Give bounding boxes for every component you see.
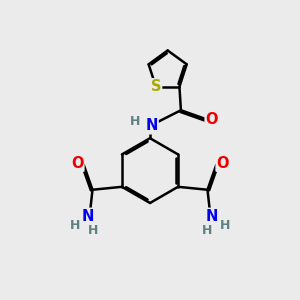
- Text: O: O: [217, 156, 229, 171]
- Text: N: N: [82, 209, 94, 224]
- Text: N: N: [145, 118, 158, 134]
- Text: O: O: [206, 112, 218, 127]
- Text: H: H: [202, 224, 212, 238]
- Text: H: H: [70, 219, 81, 232]
- Text: N: N: [206, 209, 218, 224]
- Text: H: H: [219, 219, 230, 232]
- Text: H: H: [130, 115, 140, 128]
- Text: H: H: [88, 224, 98, 238]
- Text: S: S: [151, 79, 161, 94]
- Text: O: O: [71, 156, 83, 171]
